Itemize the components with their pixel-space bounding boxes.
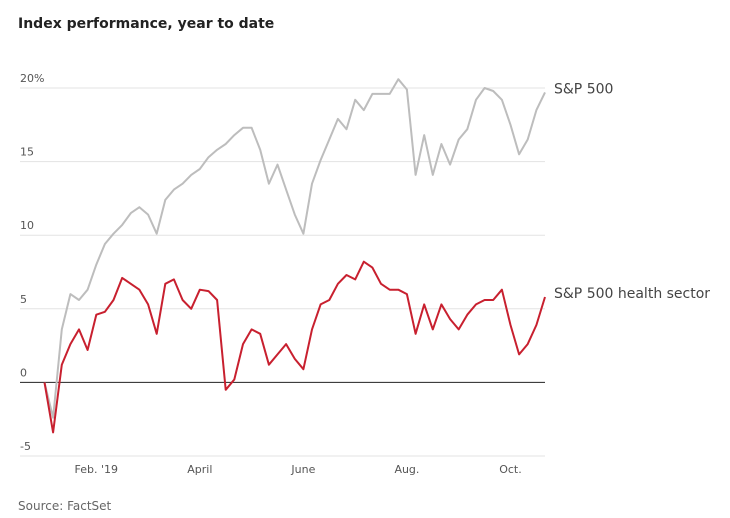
series-label: S&P 500 bbox=[554, 81, 613, 97]
y-tick-label: 5 bbox=[20, 293, 27, 306]
x-tick-label: Aug. bbox=[394, 463, 419, 476]
series-line bbox=[43, 78, 546, 419]
series-line bbox=[43, 260, 546, 434]
x-tick-label: June bbox=[290, 463, 315, 476]
x-tick-label: April bbox=[187, 463, 212, 476]
y-tick-label: 10 bbox=[20, 219, 34, 232]
y-tick-label: -5 bbox=[20, 440, 31, 453]
y-tick-label: 20% bbox=[20, 72, 44, 85]
x-tick-label: Oct. bbox=[499, 463, 522, 476]
x-tick-label: Feb. '19 bbox=[75, 463, 119, 476]
y-tick-label: 0 bbox=[20, 366, 27, 379]
series-label: S&P 500 health sector bbox=[554, 286, 710, 302]
source-note: Source: FactSet bbox=[18, 499, 112, 513]
chart-title: Index performance, year to date bbox=[18, 16, 274, 32]
y-tick-label: 15 bbox=[20, 146, 34, 159]
